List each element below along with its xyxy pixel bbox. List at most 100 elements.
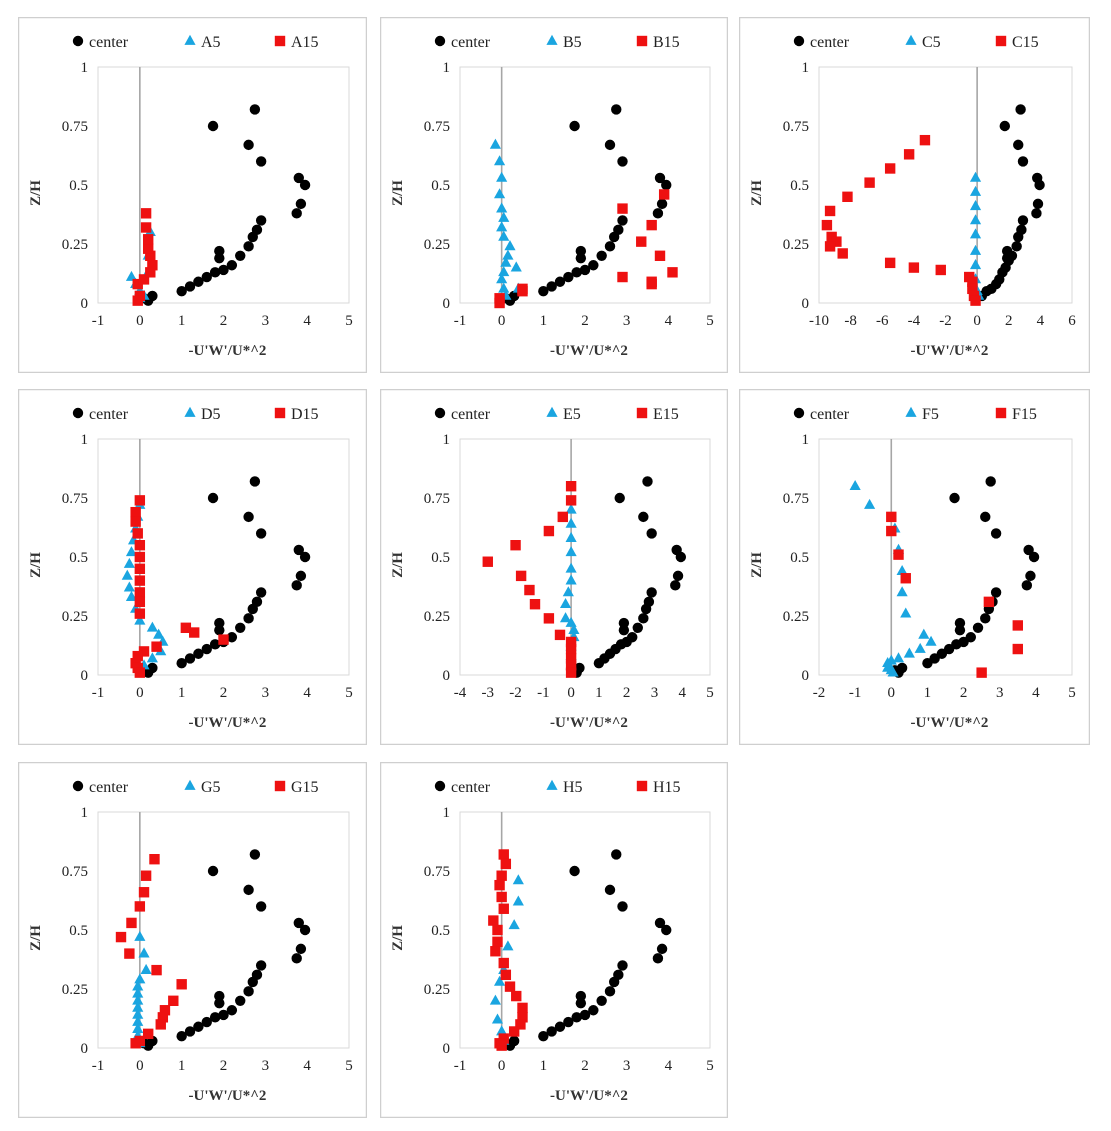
data-point bbox=[207, 492, 219, 504]
data-point bbox=[1025, 570, 1036, 582]
data-point bbox=[999, 120, 1010, 132]
data-point bbox=[642, 476, 653, 487]
data-point bbox=[255, 901, 267, 912]
legend-label: A5 bbox=[201, 34, 221, 51]
y-axis-title: Z/H bbox=[28, 925, 44, 951]
data-point bbox=[652, 208, 664, 219]
data-point bbox=[842, 191, 853, 202]
x-tick-label: 4 bbox=[678, 685, 686, 701]
data-point bbox=[656, 198, 668, 210]
data-point bbox=[565, 667, 577, 678]
data-point bbox=[140, 208, 152, 219]
legend-marker bbox=[72, 407, 84, 419]
y-tick-label: 0.75 bbox=[62, 864, 88, 880]
legend-marker bbox=[184, 779, 196, 790]
data-point bbox=[132, 994, 144, 1005]
data-point bbox=[134, 667, 146, 678]
y-axis-title: Z/H bbox=[28, 180, 44, 206]
data-point bbox=[126, 917, 137, 929]
chart-panel-B: -1 0 1 2 3 4 5 0 0.25 0.5 0.75 1 -U'W'/U*^2 Z/H center… bbox=[380, 17, 728, 373]
data-point bbox=[511, 990, 522, 1002]
data-point bbox=[180, 622, 192, 633]
data-point bbox=[153, 628, 165, 639]
x-tick-label: 2 bbox=[1005, 313, 1013, 329]
x-axis-title: -U'W'/U*^2 bbox=[189, 343, 267, 359]
legend-label: center bbox=[451, 406, 491, 423]
panel-border bbox=[380, 17, 728, 373]
data-point bbox=[184, 653, 196, 664]
data-point bbox=[488, 915, 499, 926]
data-point bbox=[176, 979, 187, 990]
data-point bbox=[569, 865, 580, 877]
data-point bbox=[494, 879, 505, 891]
x-tick-label: 0 bbox=[136, 685, 144, 701]
data-point bbox=[235, 622, 246, 633]
data-point bbox=[291, 953, 302, 964]
x-tick-label: 5 bbox=[1068, 685, 1076, 701]
data-point bbox=[207, 865, 219, 877]
data-point bbox=[496, 1040, 507, 1051]
data-point bbox=[243, 511, 254, 523]
y-tick-label: 0 bbox=[443, 668, 451, 684]
data-point bbox=[132, 1015, 144, 1026]
data-point bbox=[494, 188, 506, 199]
data-point bbox=[494, 293, 505, 304]
data-point bbox=[138, 947, 150, 958]
plot-area bbox=[818, 438, 1073, 676]
x-tick-label: 4 bbox=[1032, 685, 1040, 701]
data-point bbox=[125, 590, 138, 601]
data-point bbox=[554, 629, 566, 641]
legend-marker bbox=[995, 407, 1007, 419]
x-tick-label: 1 bbox=[178, 1058, 186, 1074]
data-point bbox=[864, 177, 875, 188]
data-point bbox=[512, 874, 524, 885]
data-point bbox=[613, 969, 624, 981]
data-point bbox=[554, 1021, 566, 1032]
data-point bbox=[299, 551, 311, 563]
y-tick-label: 1 bbox=[443, 805, 451, 821]
data-point bbox=[667, 267, 678, 278]
data-point bbox=[983, 596, 995, 608]
x-tick-label: -3 bbox=[482, 685, 495, 701]
y-tick-label: 0.25 bbox=[424, 237, 450, 253]
series-C15 bbox=[821, 134, 981, 306]
series-center bbox=[500, 849, 672, 1051]
legend-entry: F5 bbox=[905, 406, 939, 423]
data-point bbox=[538, 1031, 549, 1042]
legend-label: H5 bbox=[563, 779, 583, 796]
data-point bbox=[251, 969, 263, 981]
data-point bbox=[140, 963, 152, 974]
data-point bbox=[886, 511, 897, 523]
chart-panel-C: -10 -8 -6 -4 -2 0 2 4 6 0 0.25 0.5 0.75 1 -U'W'/U*^2 Z/… bbox=[739, 17, 1090, 373]
y-tick-label: 1 bbox=[443, 60, 451, 76]
legend-entry: center bbox=[793, 406, 850, 423]
legend-marker bbox=[636, 407, 648, 419]
data-point bbox=[611, 104, 622, 115]
data-point bbox=[557, 511, 568, 523]
panel-border bbox=[18, 762, 367, 1118]
legend-label: C5 bbox=[922, 34, 941, 51]
data-point bbox=[546, 1026, 557, 1037]
data-point bbox=[538, 286, 549, 297]
chart-svg: -1 0 1 2 3 4 500.250.50.751-U'W'/U*^2Z/Hcenter… bbox=[18, 17, 367, 373]
data-point bbox=[887, 666, 899, 677]
data-point bbox=[654, 917, 666, 929]
x-tick-label: -1 bbox=[454, 1058, 467, 1074]
data-point bbox=[168, 995, 179, 1006]
legend-marker bbox=[434, 35, 446, 47]
data-point bbox=[498, 230, 510, 241]
legend-entry: A5 bbox=[184, 34, 221, 51]
data-point bbox=[132, 1022, 144, 1033]
legend-label: G5 bbox=[201, 779, 221, 796]
data-point bbox=[654, 250, 666, 261]
data-point bbox=[149, 854, 160, 865]
x-tick-label: 1 bbox=[178, 685, 186, 701]
data-point bbox=[255, 215, 267, 226]
data-point bbox=[132, 987, 144, 998]
x-tick-label: 4 bbox=[303, 685, 311, 701]
data-point bbox=[496, 273, 508, 284]
data-point bbox=[492, 936, 503, 947]
plot-area bbox=[459, 66, 711, 304]
plot-area bbox=[459, 811, 711, 1049]
legend-marker bbox=[793, 35, 805, 47]
